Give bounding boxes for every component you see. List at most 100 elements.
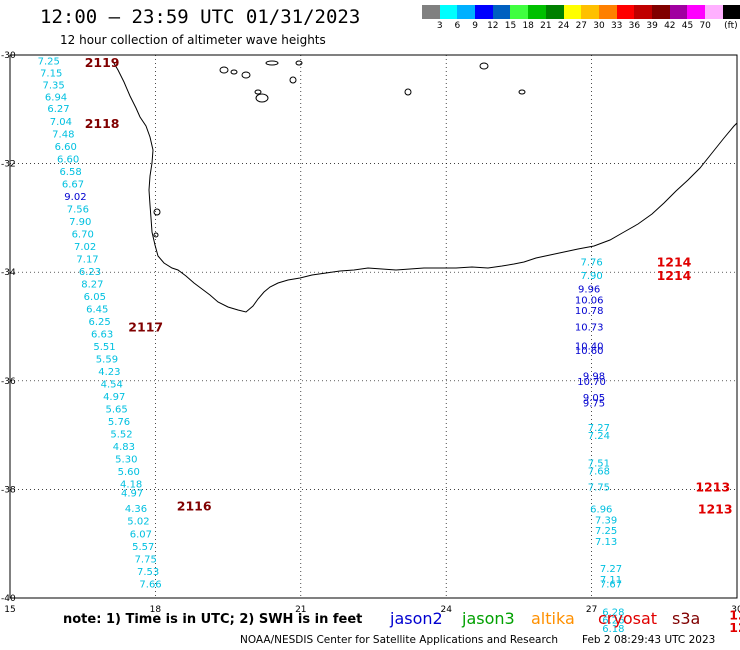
swh-label: 6.58 bbox=[59, 167, 81, 178]
island-outline bbox=[479, 62, 489, 70]
swh-label: 6.25 bbox=[89, 317, 111, 328]
island-outline bbox=[265, 60, 279, 66]
swh-label: 7.02 bbox=[74, 242, 96, 253]
swh-label: 7.90 bbox=[69, 217, 91, 228]
color-scale-tick: 6 bbox=[454, 21, 461, 31]
color-scale-swatch bbox=[528, 5, 546, 19]
color-scale-swatch bbox=[598, 5, 617, 19]
color-scale-tick: 33 bbox=[610, 21, 623, 31]
swh-label: 7.17 bbox=[76, 255, 98, 266]
color-scale-tick: 39 bbox=[646, 21, 658, 31]
swh-label: 5.65 bbox=[105, 404, 127, 415]
y-tick-label: -38 bbox=[1, 485, 16, 495]
swh-label: 4.23 bbox=[98, 367, 120, 378]
coastline-path bbox=[111, 59, 738, 313]
swh-label: 5.57 bbox=[132, 542, 154, 553]
color-scale-tick: 45 bbox=[681, 21, 694, 31]
swh-label: 6.67 bbox=[62, 180, 84, 191]
swh-label: 7.53 bbox=[137, 567, 159, 578]
y-tick-label: -30 bbox=[1, 51, 16, 61]
swh-label: 4.97 bbox=[103, 392, 125, 403]
pass-time-label: 1212 bbox=[729, 607, 740, 622]
swh-label: 7.35 bbox=[42, 80, 64, 91]
swh-label: 7.51 bbox=[588, 458, 610, 469]
color-scale-swatch bbox=[634, 5, 652, 19]
color-scale-tick: 18 bbox=[522, 21, 534, 31]
swh-label: 9.75 bbox=[583, 399, 605, 410]
island-outline bbox=[518, 89, 526, 95]
x-tick-label: 30 bbox=[731, 605, 740, 615]
grid-lines bbox=[10, 55, 737, 598]
color-scale-ticks: 3 6 9 12 15 18 21 24 27 30 33 36 39 42 45 70 (ft) bbox=[422, 19, 740, 31]
swh-label: 7.27 bbox=[588, 423, 610, 434]
swh-label: 9.02 bbox=[64, 192, 86, 203]
color-scale-swatch bbox=[475, 5, 493, 19]
swh-label: 6.28 bbox=[602, 608, 624, 619]
color-scale-swatch bbox=[492, 5, 511, 19]
swh-label: 9.96 bbox=[578, 284, 600, 295]
swh-label: 5.76 bbox=[108, 417, 130, 428]
swh-label: 10.60 bbox=[575, 346, 604, 357]
satellite-legend-cryosat: cryosat bbox=[598, 609, 658, 628]
wave-height-labels: 7.257.157.356.946.277.047.486.606.606.58… bbox=[38, 56, 625, 634]
color-scale-tick: 30 bbox=[593, 21, 605, 31]
swh-label: 6.26 bbox=[602, 616, 624, 627]
x-tick-label: 15 bbox=[4, 605, 15, 615]
swh-label: 9.05 bbox=[583, 393, 605, 404]
pass-time-label: 2119 bbox=[85, 55, 120, 70]
y-tick-label: -32 bbox=[1, 160, 16, 170]
swh-label: 7.48 bbox=[52, 130, 74, 141]
color-scale-tick: 3 bbox=[436, 21, 443, 31]
credit-line: NOAA/NESDIS Center for Satellite Applica… bbox=[240, 634, 715, 646]
swh-label: 4.97 bbox=[121, 489, 143, 500]
swh-label: 7.25 bbox=[595, 526, 617, 537]
swh-label: 7.67 bbox=[600, 579, 622, 590]
y-tick-label: -34 bbox=[1, 268, 16, 278]
swh-label: 5.52 bbox=[110, 429, 132, 440]
color-scale-swatch bbox=[705, 5, 723, 19]
swh-label: 7.90 bbox=[580, 271, 602, 282]
island-outline bbox=[230, 69, 238, 75]
swh-label: 7.75 bbox=[588, 483, 610, 494]
island-outline bbox=[219, 66, 229, 74]
swh-label: 6.60 bbox=[57, 155, 79, 166]
credit-source: NOAA/NESDIS Center for Satellite Applica… bbox=[240, 634, 558, 646]
footer-note: note: 1) Time is in UTC; 2) SWH is in fe… bbox=[63, 612, 363, 627]
swh-label: 7.24 bbox=[588, 431, 610, 442]
satellite-legend-s3a: s3a bbox=[672, 609, 701, 628]
color-scale-swatch bbox=[422, 5, 440, 19]
pass-time-label: 1213 bbox=[698, 501, 733, 516]
swh-label: 10.78 bbox=[575, 306, 604, 317]
pass-time-label: 2118 bbox=[85, 116, 120, 131]
plot-border bbox=[9, 54, 738, 599]
island-outline bbox=[153, 232, 159, 238]
x-tick-label: 21 bbox=[295, 605, 306, 615]
chart-subtitle: 12 hour collection of altimeter wave hei… bbox=[60, 33, 326, 47]
y-tick-label: -40 bbox=[1, 594, 16, 604]
swh-label: 7.39 bbox=[595, 515, 617, 526]
island-outline bbox=[295, 60, 303, 66]
color-scale-tick: 70 bbox=[699, 21, 711, 31]
satellite-legend-jason3: jason3 bbox=[462, 609, 515, 628]
swh-label: 7.04 bbox=[50, 117, 72, 128]
island-outline bbox=[153, 208, 161, 216]
color-scale-tick: 21 bbox=[540, 21, 552, 31]
swh-label: 9.98 bbox=[583, 371, 605, 382]
color-scale-tick: 12 bbox=[487, 21, 499, 31]
generated-timestamp: Feb 2 08:29:43 UTC 2023 bbox=[582, 634, 716, 646]
color-scale-swatch bbox=[439, 5, 458, 19]
swh-label: 5.60 bbox=[118, 467, 140, 478]
plot-frame bbox=[9, 54, 738, 599]
pass-time-labels: 2119211821172116121412141213121312121212 bbox=[85, 55, 740, 635]
swh-label: 5.59 bbox=[96, 355, 118, 366]
x-tick-label: 18 bbox=[150, 605, 162, 615]
pass-time-label: 1214 bbox=[657, 268, 692, 283]
swh-label: 7.66 bbox=[139, 579, 161, 590]
color-scale-unit: (ft) bbox=[724, 21, 738, 31]
swh-label: 4.36 bbox=[125, 504, 147, 515]
x-tick-label: 24 bbox=[440, 605, 452, 615]
island-outline bbox=[241, 71, 251, 79]
swh-label: 6.70 bbox=[72, 230, 94, 241]
axis-tick-labels: 15 18 21 24 27 30 -30 -32 -34 -36 -38 -40 bbox=[1, 51, 740, 615]
